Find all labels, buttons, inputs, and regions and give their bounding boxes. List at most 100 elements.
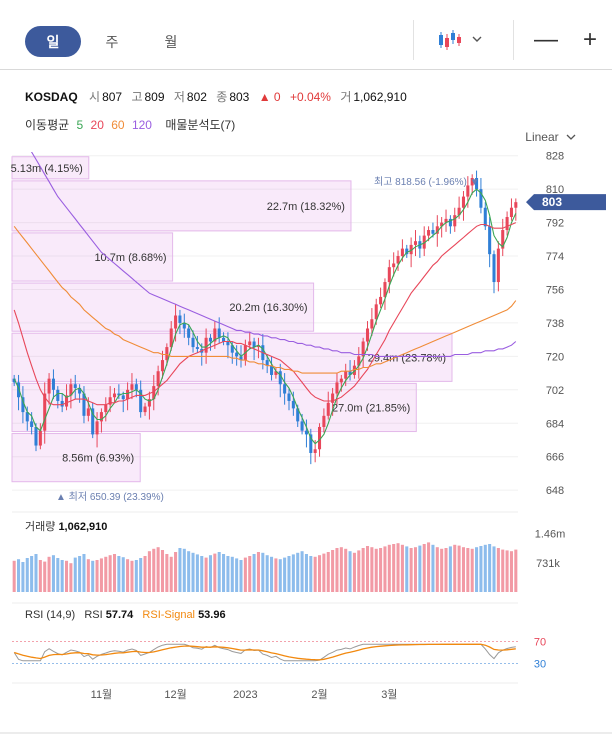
volume-profile-label[interactable]: 매물분석도(7)	[165, 118, 236, 132]
chart-type-dropdown[interactable]	[413, 20, 503, 60]
candle-body	[56, 389, 60, 401]
volume-bar	[361, 548, 365, 592]
volume-bar	[335, 548, 339, 592]
ma-120-label[interactable]: 120	[131, 118, 152, 132]
candle-body	[108, 397, 112, 405]
volume-bar	[64, 560, 69, 592]
price-tick-label: 828	[546, 151, 564, 163]
time-tick-label: 11월	[91, 688, 113, 701]
volume-bar	[466, 548, 470, 592]
volume-bar	[160, 550, 165, 592]
ma-label[interactable]: 이동평균	[25, 118, 70, 132]
volume-bar	[130, 560, 134, 592]
candle-body	[43, 393, 47, 431]
candle-body	[383, 282, 387, 297]
price-tick-label: 702	[546, 385, 564, 397]
candle-body	[82, 393, 86, 416]
rsi-signal-value: 53.96	[198, 609, 226, 621]
volume-bar	[331, 550, 335, 592]
symbol-name: KOSDAQ	[25, 90, 78, 104]
scale-mode-label: Linear	[525, 130, 559, 144]
candle-body	[134, 384, 138, 390]
candle-body	[213, 328, 217, 342]
rsi-tick-label: 30	[534, 659, 546, 671]
high-label: 고	[131, 90, 143, 104]
volume-bar	[409, 548, 413, 592]
candle-body	[191, 337, 195, 348]
high-value: 809	[144, 90, 165, 104]
volume-bar	[208, 555, 213, 592]
volume-bar	[461, 547, 466, 592]
candle-body	[479, 189, 483, 208]
candle-body	[126, 389, 130, 400]
volume-bar	[156, 547, 160, 592]
candle-body	[300, 421, 304, 431]
volume-bar	[139, 558, 143, 592]
price-tick-label: 738	[546, 318, 564, 330]
candle-body	[348, 371, 352, 375]
volume-bar	[134, 560, 138, 592]
tab-monthly[interactable]: 월	[164, 33, 178, 50]
volume-bar	[270, 556, 274, 592]
volume-bar	[374, 548, 378, 592]
price-tick-label: 774	[546, 251, 564, 263]
volume-bar	[492, 546, 496, 592]
ma-5-label[interactable]: 5	[76, 118, 84, 132]
volume-bar	[104, 556, 108, 592]
candle-body	[256, 345, 260, 348]
time-tick-label: 2023	[233, 689, 257, 701]
volume-bar	[82, 554, 86, 592]
low-marker: ▲ 최저 650.39 (23.39%)	[56, 491, 164, 503]
candle-body	[509, 207, 513, 218]
volume-bar	[514, 549, 518, 592]
time-tick-label: 12월	[164, 688, 186, 701]
volume-bar	[457, 545, 461, 592]
candle-body	[30, 421, 34, 427]
rsi-signal-line	[13, 643, 516, 661]
candle-body	[104, 404, 108, 413]
volume-bar	[326, 552, 330, 592]
price-tick-label: 666	[546, 452, 564, 464]
candle-body	[235, 352, 239, 357]
volume-profile-bar	[11, 156, 90, 180]
volume-bar	[256, 552, 260, 592]
candle-body	[91, 408, 95, 435]
candle-body	[252, 341, 256, 348]
candle-body	[457, 207, 461, 216]
chevron-down-icon	[472, 36, 481, 42]
volume-bar	[317, 555, 322, 592]
volume-bar	[479, 546, 483, 592]
candle-body	[195, 347, 199, 349]
candle-body	[156, 371, 160, 387]
candle-body	[431, 230, 435, 234]
tab-daily[interactable]: 일	[25, 26, 81, 57]
ma-20-label[interactable]: 20	[90, 118, 104, 132]
candle-body	[361, 341, 365, 357]
candle-body	[21, 397, 25, 413]
ma-60-label[interactable]: 60	[111, 118, 125, 132]
chevron-down-icon	[566, 134, 576, 140]
open-label: 시	[89, 90, 101, 104]
volume-bar	[95, 560, 99, 592]
volume-bar	[178, 548, 182, 592]
volume-bar	[17, 559, 21, 592]
zoom-out-button[interactable]: —	[534, 26, 558, 53]
rsi-signal-label: RSI-Signal	[142, 609, 195, 621]
candle-body	[248, 341, 252, 346]
volume-bar	[405, 546, 409, 592]
candle-body	[73, 384, 77, 388]
scale-mode-dropdown[interactable]: Linear	[525, 130, 576, 144]
volume-bar	[30, 556, 34, 592]
price-tick-label: 810	[546, 184, 564, 196]
candle-body	[47, 378, 51, 394]
candle-body	[435, 226, 439, 234]
volume-bar	[344, 548, 348, 592]
volume-bar	[200, 556, 204, 592]
volume-bar	[453, 544, 457, 592]
volume-label: 거	[340, 90, 352, 104]
tab-weekly[interactable]: 주	[105, 33, 119, 50]
zoom-in-button[interactable]: +	[582, 26, 597, 53]
candlestick-icon	[438, 30, 481, 50]
volume-bar	[12, 560, 16, 592]
